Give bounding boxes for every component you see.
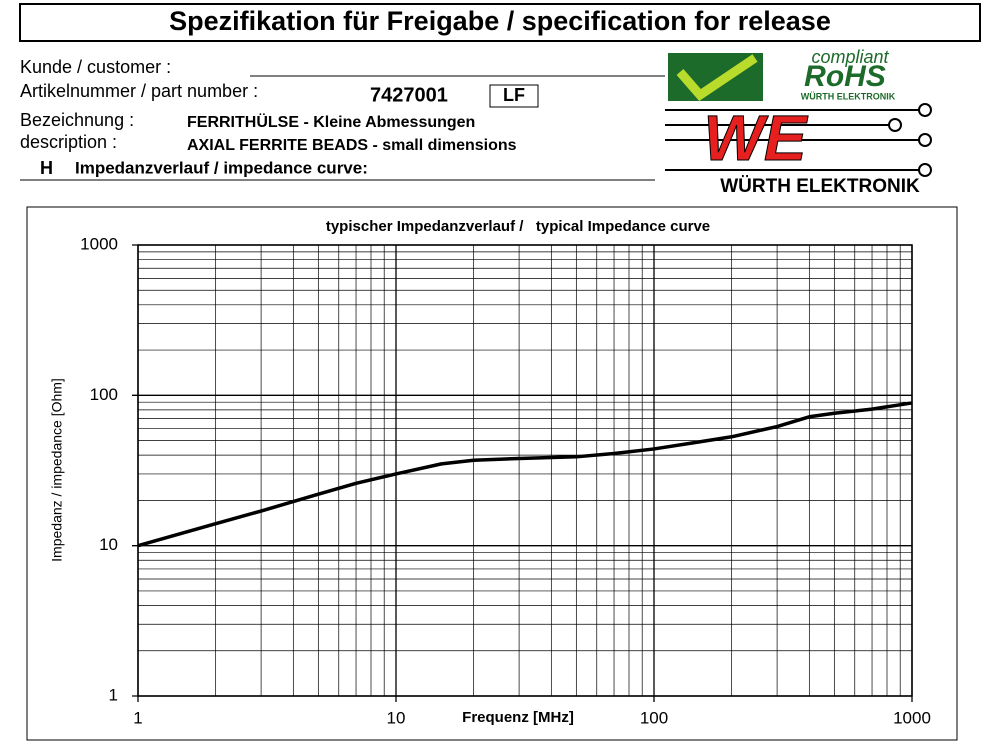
plot-area (137, 244, 913, 697)
part-label: Artikelnummer / part number : (20, 81, 258, 101)
x-tick-label: 1 (133, 708, 142, 727)
description-label: description : (20, 132, 117, 152)
x-tick-label: 10 (387, 708, 406, 727)
y-tick-label: 1 (109, 685, 118, 704)
logo-rohs: RoHS (804, 60, 886, 93)
y-tick-label: 1000 (80, 234, 118, 253)
y-tick-label: 10 (99, 535, 118, 554)
part-number: 7427001 (370, 84, 448, 106)
chart-title: typischer Impedanzverlauf / typical Impe… (326, 218, 710, 235)
circuit-icon (665, 103, 932, 177)
logo-we: WE (703, 102, 808, 174)
chart: 1 10 100 1000 1 10 100 1000 typischer Impedanzve… (49, 218, 931, 728)
x-tick-label: 100 (640, 708, 668, 727)
y-axis-label: Impedanz / impedance [Ohm] (49, 378, 65, 562)
chart-frame (26, 206, 958, 741)
part-suffix: LF (503, 85, 525, 105)
x-tick-label: 1000 (893, 708, 931, 727)
x-axis-label: Frequenz [MHz] (462, 709, 574, 726)
check-icon (676, 54, 758, 101)
description: AXIAL FERRITE BEADS - small dimensions (187, 137, 517, 154)
y-tick-label: 100 (90, 385, 118, 404)
title-box (19, 3, 981, 42)
suffix-box (489, 84, 539, 108)
customer-label: Kunde / customer : (20, 57, 171, 77)
impedance-curve (137, 401, 913, 548)
designation-label: Bezeichnung : (20, 110, 134, 130)
logo-brand: WÜRTH ELEKTRONIK (720, 176, 920, 197)
logo-rohs-sub: WÜRTH ELEKTRONIK (801, 91, 896, 101)
logo-compliant: compliant (811, 47, 889, 67)
section-letter: H (40, 158, 53, 178)
section-title: Impedanzverlauf / impedance curve: (75, 158, 368, 177)
designation: FERRITHÜLSE - Kleine Abmessungen (187, 112, 475, 131)
logo: compliant RoHS WÜRTH ELEKTRONIK WE WÜRTH… (665, 47, 932, 197)
doc-title: Spezifikation für Freigabe / specificati… (169, 6, 831, 36)
